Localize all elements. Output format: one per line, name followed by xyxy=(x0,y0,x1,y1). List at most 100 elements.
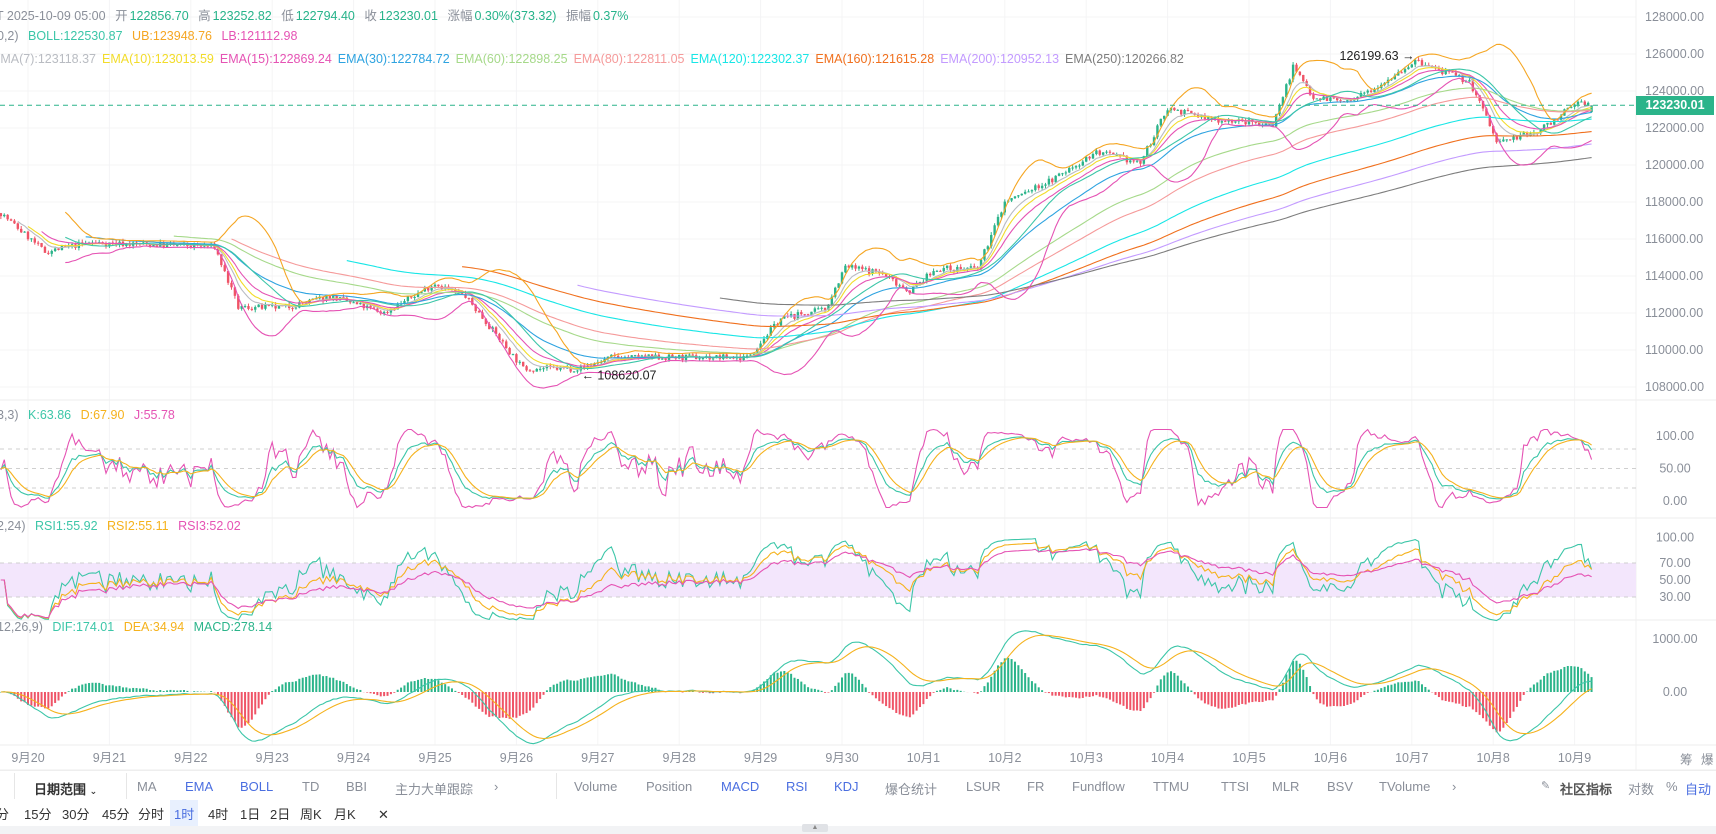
community-indicators-button[interactable]: 社区指标 xyxy=(1560,782,1613,797)
log-scale-toggle[interactable]: 对数 xyxy=(1628,782,1655,797)
timeframe-0[interactable]: 分 xyxy=(0,807,10,822)
indicator-lsur[interactable]: LSUR xyxy=(966,779,1001,794)
indicator-td[interactable]: TD xyxy=(302,779,320,794)
macd-bar xyxy=(1488,692,1491,726)
candle-body xyxy=(264,304,267,309)
price-tick: 110000.00 xyxy=(1645,343,1703,357)
timeframe-6[interactable]: 4时 xyxy=(208,807,229,822)
macd-bar xyxy=(1387,685,1390,692)
macd-bar xyxy=(162,691,165,692)
timeframe-3[interactable]: 45分 xyxy=(102,807,130,822)
macd-bar xyxy=(976,692,979,694)
macd-bar xyxy=(288,682,291,692)
candle-body xyxy=(386,311,389,313)
macd-bar xyxy=(1288,668,1291,692)
timeframe-2[interactable]: 30分 xyxy=(62,807,90,822)
timeframe-9[interactable]: 周K xyxy=(300,807,322,822)
indicator-main-force[interactable]: 主力大单跟踪 xyxy=(395,782,474,797)
macd-bar xyxy=(244,692,247,726)
timeframe-10[interactable]: 月K xyxy=(334,807,356,822)
macd-bar xyxy=(335,680,338,692)
candle-body xyxy=(864,268,867,270)
macd-bar xyxy=(1000,662,1003,692)
timeframe-7[interactable]: 1日 xyxy=(240,807,261,822)
candle-body xyxy=(53,248,57,251)
auto-scale-toggle[interactable]: 自动 xyxy=(1685,782,1712,797)
indicator-ttmu[interactable]: TTMU xyxy=(1153,779,1190,794)
candle xyxy=(1363,91,1366,96)
indicator-ttsi[interactable]: TTSI xyxy=(1221,779,1250,794)
macd-dif-line xyxy=(0,630,1592,745)
rsi-tick: 100.00 xyxy=(1656,531,1694,545)
timeframe-8[interactable]: 2日 xyxy=(270,807,291,822)
macd-bar xyxy=(762,681,765,692)
chevron-right-icon[interactable]: › xyxy=(494,779,499,794)
candle-body xyxy=(1166,110,1169,116)
ema-legend-item: EMA(250):120266.82 xyxy=(1065,52,1184,66)
indicator-rsi[interactable]: RSI xyxy=(786,779,808,794)
candle-body xyxy=(349,301,352,303)
indicator-bsv[interactable]: BSV xyxy=(1327,779,1354,794)
kdj-tick: 0.00 xyxy=(1663,494,1687,508)
macd-bar xyxy=(98,682,101,692)
collapse-handle[interactable]: ▲ xyxy=(802,824,828,832)
macd-bar xyxy=(1356,692,1359,701)
candle xyxy=(823,307,827,313)
date-range-dropdown[interactable]: 日期范围 ⌄ xyxy=(34,779,97,798)
candle-body xyxy=(1295,64,1298,72)
candle-body xyxy=(148,244,152,247)
macd-bar xyxy=(47,692,50,709)
indicator-fr[interactable]: FR xyxy=(1027,779,1045,794)
candle-body xyxy=(528,370,532,372)
price-tick: 120000.00 xyxy=(1645,158,1704,172)
candle-body xyxy=(878,271,881,273)
indicator-mlr[interactable]: MLR xyxy=(1272,779,1300,794)
indicator-ema[interactable]: EMA xyxy=(185,779,214,794)
macd-bar xyxy=(1258,692,1261,703)
timeframe-5[interactable]: 1时 xyxy=(170,800,199,830)
close-icon[interactable]: ✕ xyxy=(378,807,389,822)
candle-body xyxy=(1319,98,1322,100)
indicator-tvolume[interactable]: TVolume xyxy=(1379,779,1431,794)
candle-body xyxy=(1010,198,1013,201)
indicator-position[interactable]: Position xyxy=(646,779,693,794)
macd-bar xyxy=(1271,692,1274,701)
percent-scale-toggle[interactable]: % xyxy=(1666,779,1678,794)
indicator-liquidation[interactable]: 爆仓统计 xyxy=(885,782,938,797)
macd-bar xyxy=(132,687,135,692)
candle xyxy=(247,303,250,311)
indicator-boll[interactable]: BOLL xyxy=(240,779,274,794)
indicator-fundflow[interactable]: Fundflow xyxy=(1072,779,1125,794)
indicator-ma[interactable]: MA xyxy=(137,779,157,794)
candle xyxy=(793,313,796,321)
candle-body xyxy=(413,296,416,298)
candle-body xyxy=(847,265,850,268)
candle xyxy=(932,268,935,276)
candle-body xyxy=(1485,108,1488,116)
candle-body xyxy=(488,324,491,330)
rsi-tick: 50.00 xyxy=(1659,573,1690,587)
chip-distribution-toggle[interactable]: 筹 xyxy=(1680,753,1693,767)
macd-histogram xyxy=(0,657,1593,733)
macd-bar xyxy=(1560,669,1563,692)
indicator-kdj[interactable]: KDJ xyxy=(834,779,859,794)
macd-bar xyxy=(1332,692,1335,706)
price-tick: 122000.00 xyxy=(1645,121,1704,135)
indicator-volume[interactable]: Volume xyxy=(574,779,618,794)
indicator-macd[interactable]: MACD xyxy=(721,779,760,794)
candle-body xyxy=(633,355,637,357)
liquidation-toggle[interactable]: 爆 xyxy=(1701,753,1714,767)
timeframe-4[interactable]: 分时 xyxy=(138,807,165,822)
ema-legend-item: EMA(200):120952.13 xyxy=(940,52,1060,66)
macd-bar xyxy=(1404,681,1407,692)
ema-legend-item: EMA(30):122784.72 xyxy=(337,52,450,66)
candle-body xyxy=(630,355,633,358)
candle-body xyxy=(484,318,488,325)
macd-bar xyxy=(352,687,355,692)
indicator-bbi[interactable]: BBI xyxy=(346,779,367,794)
edit-icon[interactable]: ✎ xyxy=(1541,780,1551,792)
chevron-right-icon[interactable]: › xyxy=(1452,779,1457,794)
timeframe-1[interactable]: 15分 xyxy=(24,807,52,822)
kline-chart[interactable]: 9月20 9月21 9月22 9月23 9月24 9月25 9月26 9月27 9月28 9月29… xyxy=(0,0,1716,770)
indicator-toolbar: 日期范围 ⌄ MA EMA BOLL TD BBI 主力大单跟踪 › Volum… xyxy=(0,770,1716,801)
